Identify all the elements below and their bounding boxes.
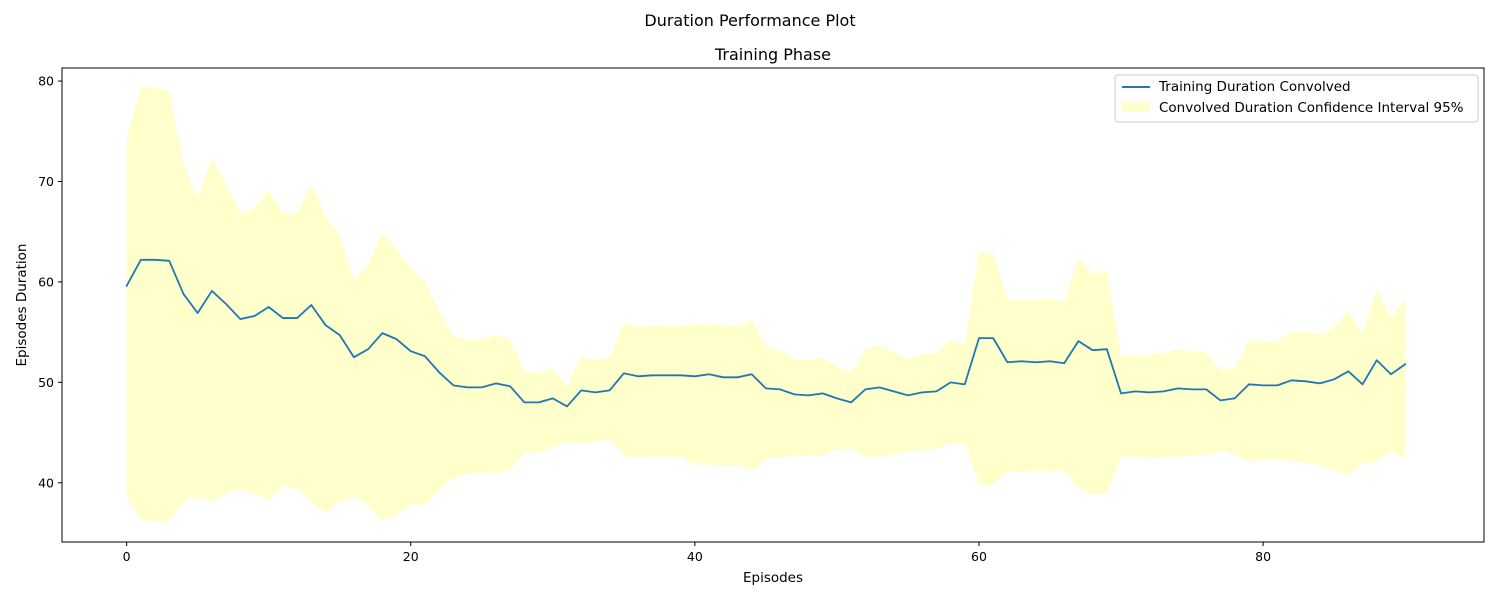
- y-axis-ticks: 40 50 60 70 80: [38, 74, 62, 490]
- legend: Training Duration Convolved Convolved Du…: [1114, 74, 1479, 123]
- training-duration-line: [125, 258, 1407, 408]
- confidence-band-layer: [126, 87, 1406, 522]
- x-tick-label: 0: [123, 549, 131, 564]
- y-axis-label: Episodes Duration: [14, 244, 30, 367]
- y-tick-label: 50: [38, 375, 54, 390]
- legend-band-swatch: [1122, 101, 1150, 112]
- y-tick-label: 80: [38, 74, 54, 89]
- x-tick-label: 60: [971, 549, 987, 564]
- x-axis-ticks: 0 20 40 60 80: [123, 542, 1271, 564]
- x-tick-label: 40: [687, 549, 703, 564]
- y-tick-label: 40: [38, 475, 54, 490]
- plot-area-frame: [61, 67, 1485, 543]
- figure-suptitle: Duration Performance Plot: [644, 11, 855, 30]
- confidence-band-area: [126, 87, 1406, 522]
- x-tick-label: 20: [403, 549, 419, 564]
- legend-label-line: Training Duration Convolved: [1158, 79, 1351, 95]
- x-tick-label: 80: [1255, 549, 1271, 564]
- legend-label-band: Convolved Duration Confidence Interval 9…: [1159, 100, 1464, 116]
- y-tick-label: 60: [38, 274, 54, 289]
- y-tick-label: 70: [38, 174, 54, 189]
- axes-title: Training Phase: [714, 45, 831, 64]
- x-axis-label: Episodes: [743, 570, 803, 586]
- series-line-layer: [125, 258, 1407, 408]
- legend-frame: [1114, 74, 1479, 123]
